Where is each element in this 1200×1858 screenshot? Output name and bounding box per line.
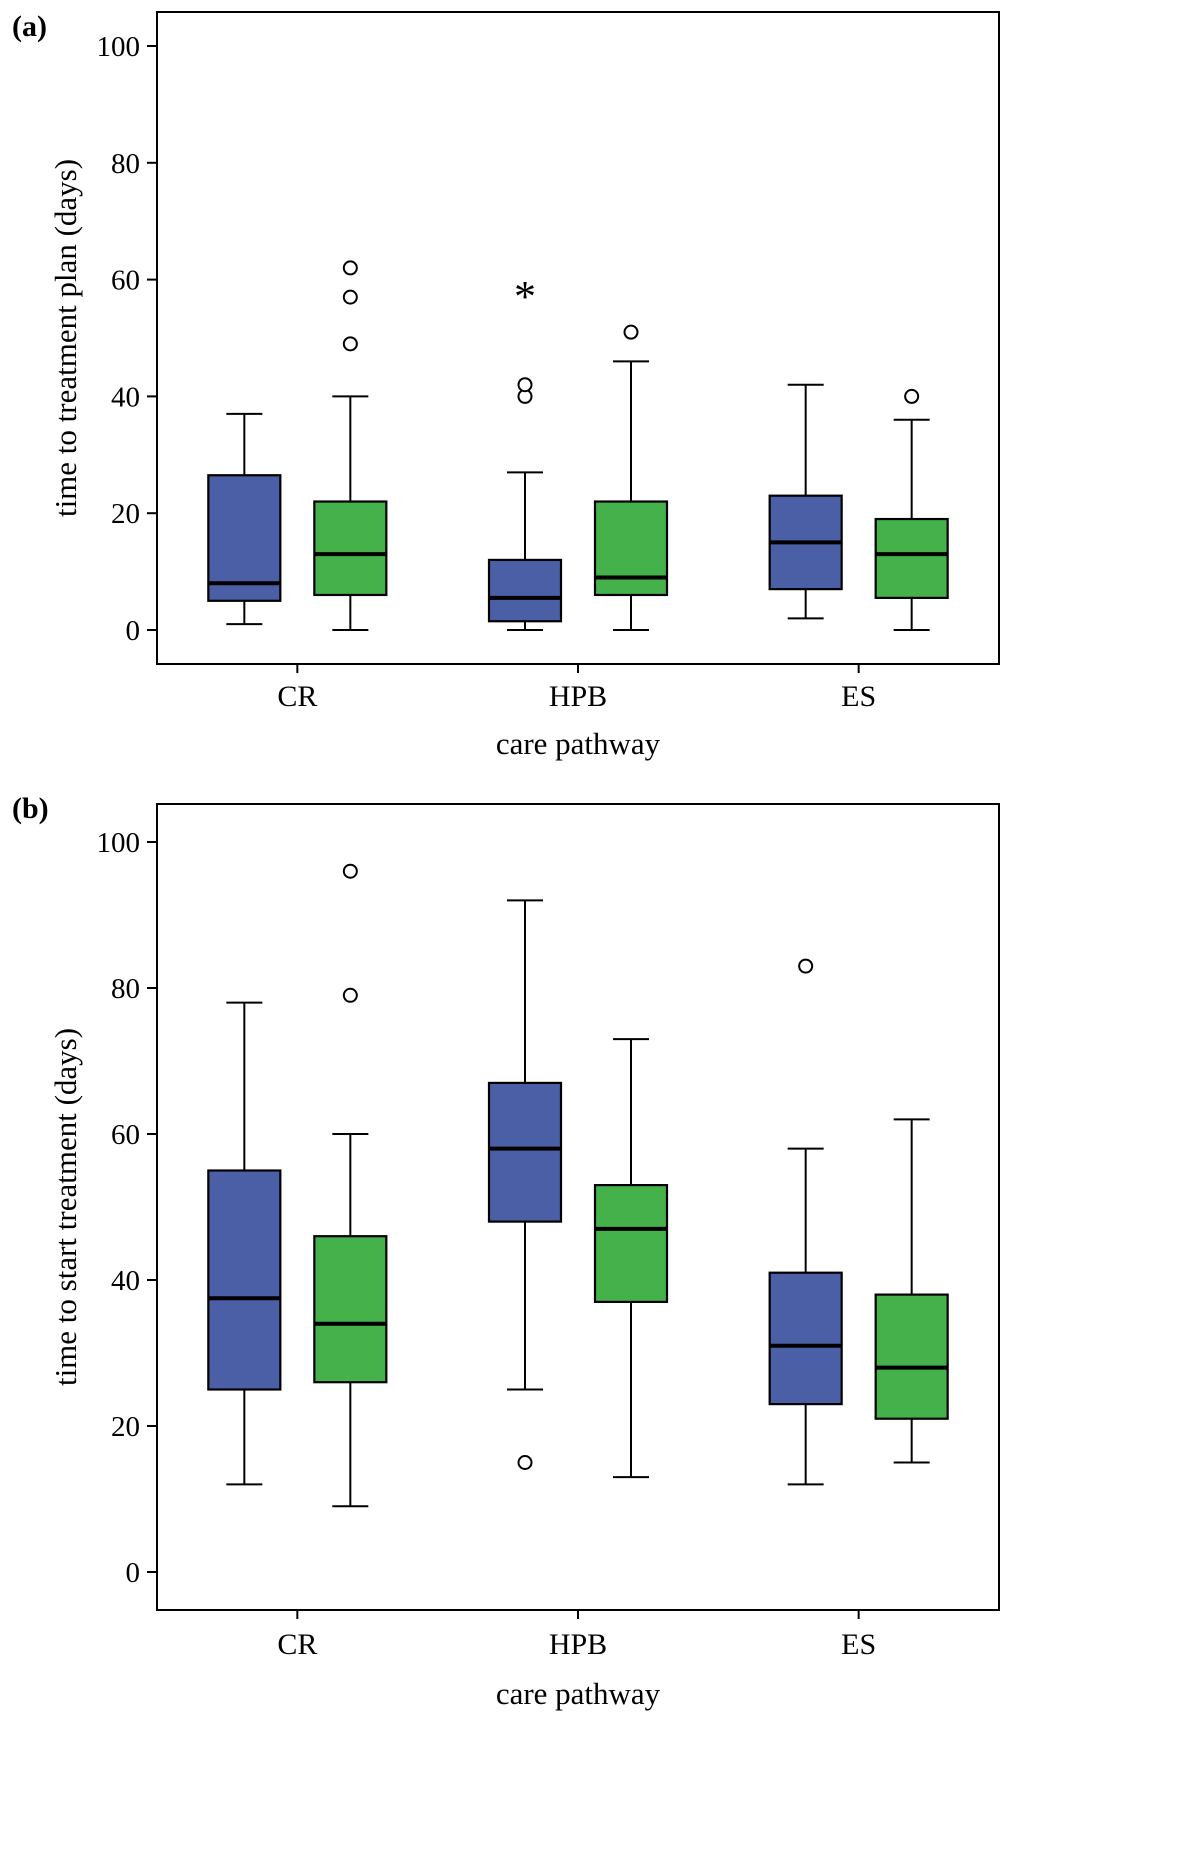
extreme-point: *	[514, 272, 536, 321]
x-tick-label: HPB	[549, 680, 607, 713]
y-tick-label: 100	[97, 827, 141, 859]
outlier-point	[342, 863, 358, 879]
box	[593, 1184, 669, 1304]
x-axis-label: care pathway	[496, 726, 661, 761]
outlier-point	[342, 289, 358, 305]
outlier-point	[904, 388, 920, 404]
y-tick-label: 100	[97, 31, 141, 63]
box	[593, 500, 669, 597]
box	[487, 558, 563, 623]
panel-label: (b)	[12, 792, 49, 825]
plot-border	[156, 803, 1000, 1611]
y-tick-label: 60	[111, 1119, 140, 1151]
outlier-point	[798, 958, 814, 974]
boxplot-chart-a: (a) 0 20 40 60 80 100 time to treatment plan (d…	[12, 10, 1000, 761]
box	[207, 474, 282, 602]
y-tick-label: 80	[111, 148, 140, 180]
y-tick-label: 0	[126, 1557, 141, 1589]
panel-a: (a) 0 20 40 60 80 100 time to treatment plan (d…	[0, 0, 1200, 778]
y-tick-label: 20	[111, 498, 140, 530]
x-tick-label: HPB	[549, 1628, 607, 1661]
plot-border	[156, 11, 1000, 665]
panel-b: (b) 0 20 40 60 80 100 time to start treatment (…	[0, 778, 1200, 1858]
box	[313, 1235, 388, 1384]
outlier-point	[517, 1455, 533, 1470]
box	[768, 1271, 843, 1406]
box	[313, 500, 388, 597]
y-tick-label: 40	[111, 381, 140, 413]
y-tick-label: 20	[111, 1411, 140, 1443]
x-tick-label: CR	[277, 1628, 317, 1661]
outlier-point	[342, 987, 358, 1003]
y-axis-label: time to treatment plan (days)	[48, 159, 83, 517]
y-tick-label: 60	[111, 265, 140, 297]
outlier-point	[623, 324, 639, 340]
box	[874, 1293, 949, 1420]
x-tick-label: ES	[841, 680, 876, 713]
outlier-point	[342, 336, 358, 352]
x-tick-label: CR	[277, 680, 317, 713]
y-tick-label: 40	[111, 1265, 140, 1297]
boxplot-chart-b: (b) 0 20 40 60 80 100 time to start treatment (…	[12, 792, 1000, 1711]
x-tick-label: ES	[841, 1628, 876, 1661]
box	[487, 1081, 563, 1223]
y-tick-label: 80	[111, 973, 140, 1005]
x-axis-label: care pathway	[496, 1676, 661, 1711]
y-axis-label: time to start treatment (days)	[48, 1028, 83, 1386]
panel-label: (a)	[12, 10, 47, 43]
outlier-point	[517, 377, 533, 393]
y-tick-label: 0	[126, 615, 141, 647]
box	[874, 517, 949, 599]
box	[207, 1169, 282, 1391]
outlier-point	[342, 260, 358, 276]
